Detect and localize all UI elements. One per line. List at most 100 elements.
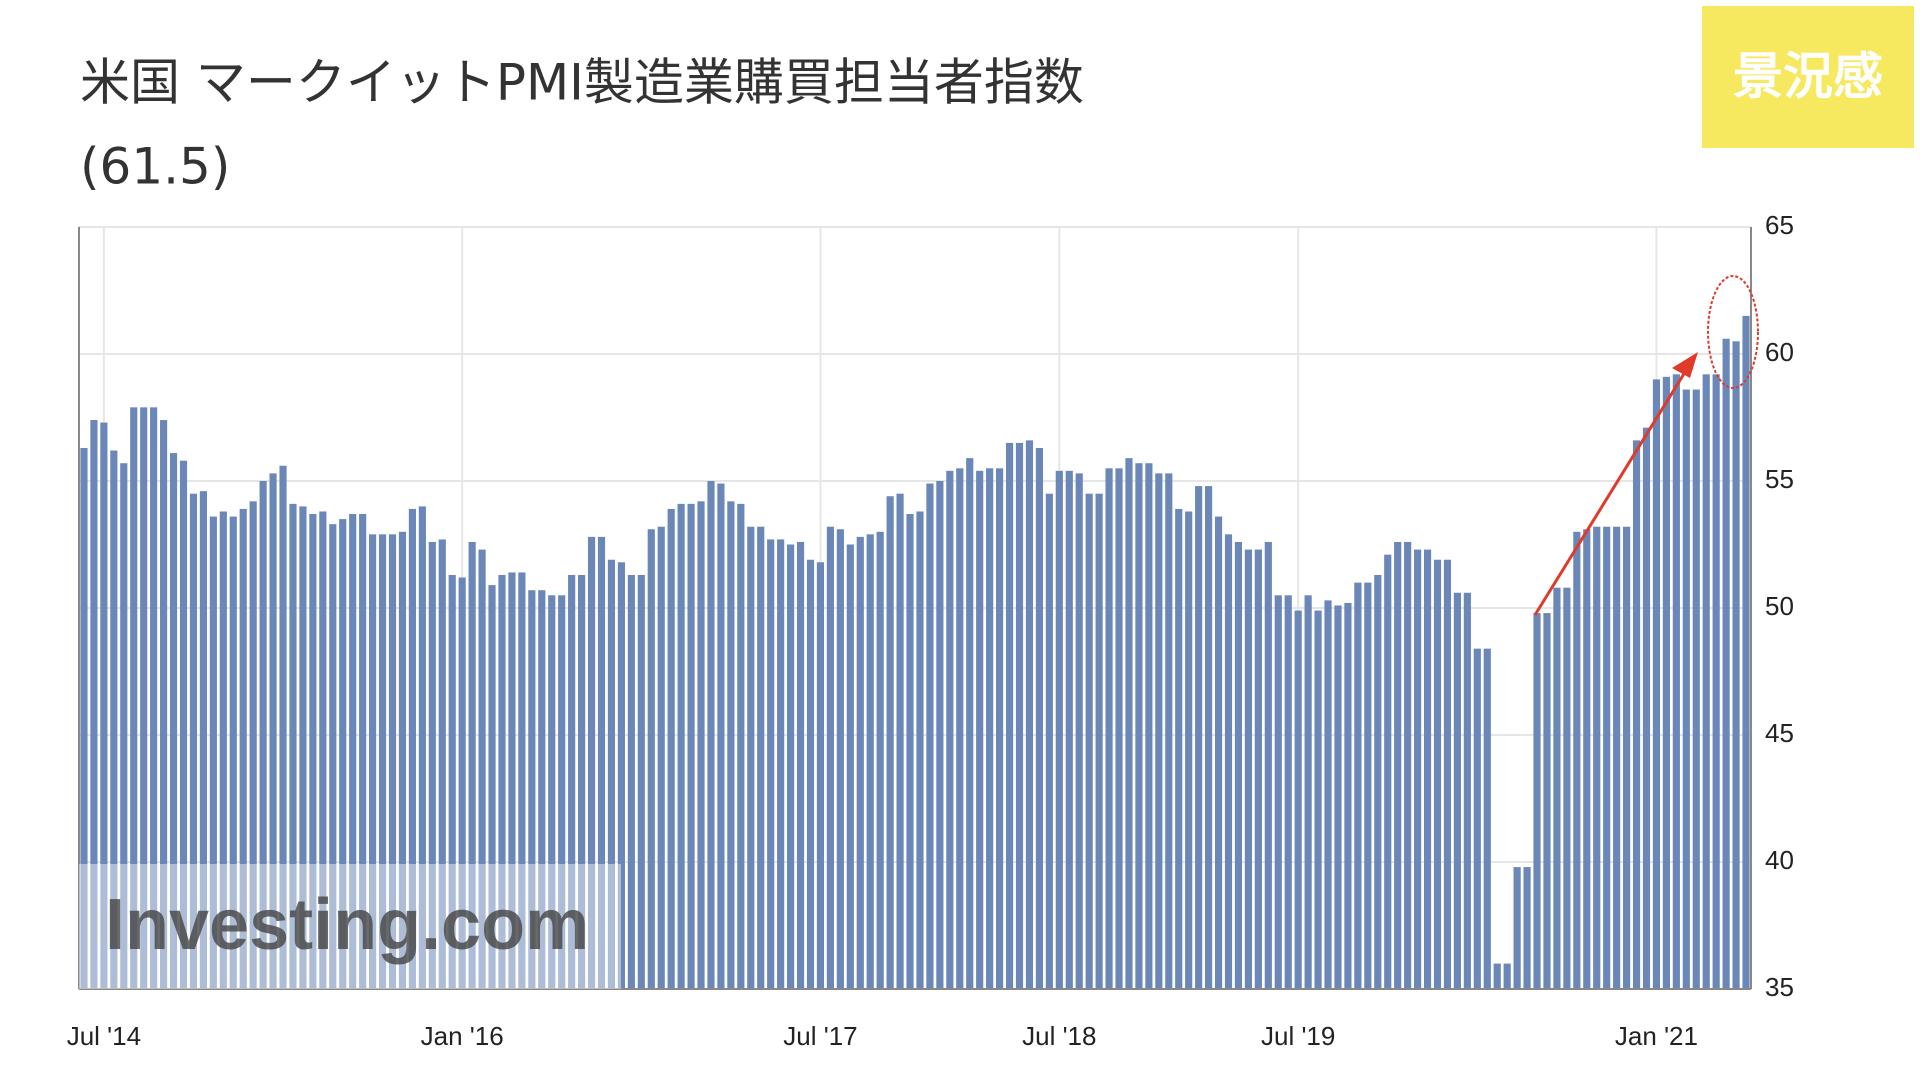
bar [707,481,715,989]
bar [1692,389,1700,989]
bar [80,447,88,990]
bar [1613,526,1621,989]
x-tick-label: Jan '21 [1615,1021,1698,1051]
bar [667,508,675,989]
bar [1055,470,1063,990]
bar [1095,493,1103,989]
bar [1742,315,1750,989]
bar [1274,595,1282,989]
annotation-arrowhead [1672,352,1698,378]
bar [1702,374,1710,989]
bar [617,562,625,989]
bar [568,574,576,989]
bar [1165,473,1173,989]
bar [1593,526,1601,989]
bar [1672,374,1680,989]
bar [1354,582,1362,989]
bar [866,534,874,989]
bar [1583,529,1591,989]
bar [349,514,357,989]
bar [558,595,566,989]
bar [1423,549,1432,989]
bar [1135,463,1143,990]
bar [687,503,695,989]
bar [359,514,367,989]
bar [886,496,894,989]
bar [219,511,227,989]
bar [607,559,616,989]
y-tick-label: 40 [1765,845,1794,875]
bar [1115,468,1123,989]
bar [428,541,436,989]
bar [1005,442,1014,989]
bar [538,590,546,989]
bar [1364,582,1372,989]
bar [160,420,168,989]
bar [1145,463,1153,990]
x-tick-label: Jan '16 [421,1021,504,1051]
bar [727,501,735,989]
bar [189,493,198,989]
chart-subtitle: (61.5) [80,138,230,196]
annotation-circle [1707,275,1759,389]
bar [1234,541,1243,989]
bar [408,508,416,989]
bar [1652,379,1661,989]
bar [548,595,556,989]
bar [1513,867,1521,989]
chart-title: 米国 マークイットPMI製造業購買担当者指数 [80,54,1084,112]
bar [90,420,98,989]
bar [1543,613,1551,989]
bar [259,481,267,989]
plot: 35 40 45 50 55 60 65 Jul '14 Jan '16 Jul '17 Jul '… [67,210,1794,1051]
bar [806,559,815,989]
bar [578,574,586,989]
bar [249,501,257,989]
bar [339,519,347,989]
bar [299,506,307,989]
bar [936,481,944,989]
bar [100,422,108,990]
bar [229,516,237,989]
bar [1205,486,1213,989]
bar [438,539,446,989]
bar [120,463,128,990]
bar [966,458,974,989]
bar [1553,587,1561,989]
bar [597,536,606,989]
bar [458,577,466,989]
bar [1334,605,1342,989]
bar [478,549,486,989]
bar [1404,541,1412,989]
bar [1453,592,1461,989]
bar [777,539,785,989]
bar [1344,602,1352,989]
bar [209,516,217,989]
bar [976,470,984,990]
badge: 景況感 [1733,48,1883,106]
badge-box [1702,6,1914,148]
bar [1175,508,1183,989]
bar [747,526,755,989]
bar [1304,595,1312,989]
bar [1224,534,1233,989]
watermark-box [79,864,621,989]
bar [1632,440,1641,989]
bar [528,590,536,989]
bar [1563,587,1571,989]
bar [1473,648,1481,989]
bar [130,407,138,990]
bar [1712,374,1720,989]
bar [1642,427,1651,989]
y-tick-label: 50 [1765,591,1794,621]
bar [846,544,854,989]
bar [110,450,118,989]
bar [1214,516,1223,989]
bar [677,503,685,989]
bar [1493,963,1501,989]
bar [826,526,834,989]
bar [239,508,247,989]
bar [269,473,277,989]
